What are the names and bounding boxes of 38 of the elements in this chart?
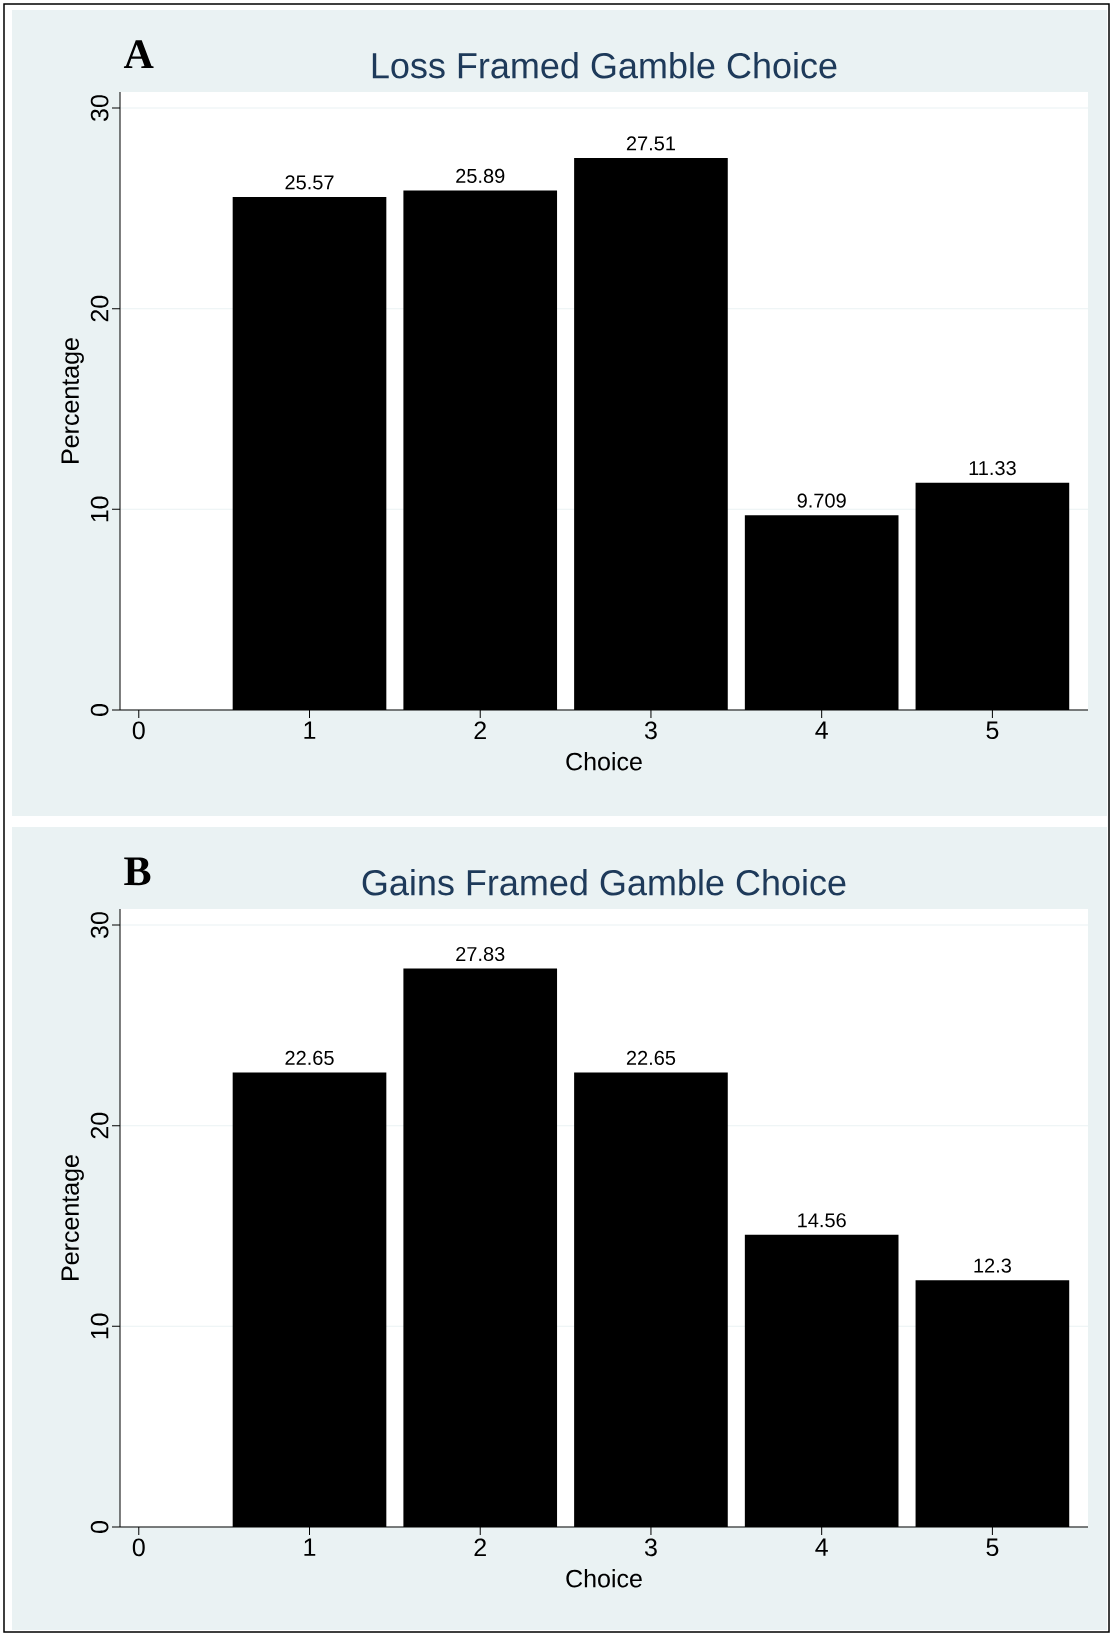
y-axis-title: Percentage	[61, 1155, 84, 1280]
x-tick-label: 1	[304, 721, 316, 739]
y-tick-label: 0	[90, 1521, 109, 1533]
y-axis-title: Percentage	[61, 338, 84, 463]
data-label: 14.56	[798, 1213, 846, 1228]
x-tick-label: 3	[644, 1538, 657, 1557]
y-tick-label: 30	[90, 912, 109, 939]
data-label: 25.89	[456, 168, 505, 183]
x-tick-label: 2	[474, 721, 486, 739]
x-tick-label: 5	[986, 1538, 999, 1556]
chart-title: Loss Framed Gamble Choice	[372, 52, 837, 79]
x-tick-label: 2	[474, 1538, 486, 1556]
data-label: 25.57	[285, 175, 334, 190]
data-label: 22.65	[285, 1050, 334, 1065]
y-tick-label: 20	[90, 1112, 109, 1139]
data-label: 22.65	[626, 1050, 676, 1065]
x-tick-label: 3	[644, 721, 657, 740]
x-axis-title: Choice	[566, 1569, 642, 1588]
data-label: 27.51	[626, 136, 675, 151]
data-label: 12.3	[974, 1258, 1011, 1273]
x-tick-label: 0	[132, 1538, 145, 1557]
text: A	[123, 40, 154, 69]
y-tick-label: 10	[90, 1313, 109, 1339]
x-tick-label: 5	[986, 721, 999, 739]
x-tick-label: 4	[815, 721, 828, 739]
y-tick-label: 30	[90, 95, 109, 122]
x-tick-label: 0	[132, 721, 145, 740]
data-label: 11.33	[969, 460, 1016, 476]
y-tick-label: 10	[90, 496, 109, 522]
x-tick-label: 4	[815, 1538, 828, 1556]
x-axis-title: Choice	[566, 752, 642, 771]
y-tick-label: 0	[90, 704, 109, 716]
y-tick-label: 20	[90, 295, 109, 322]
text: B	[124, 857, 151, 886]
x-tick-label: 1	[304, 1538, 316, 1556]
chart-title: Gains Framed Gamble Choice	[362, 869, 846, 896]
data-label: 9.709	[797, 493, 846, 508]
data-label: 27.83	[456, 946, 505, 962]
